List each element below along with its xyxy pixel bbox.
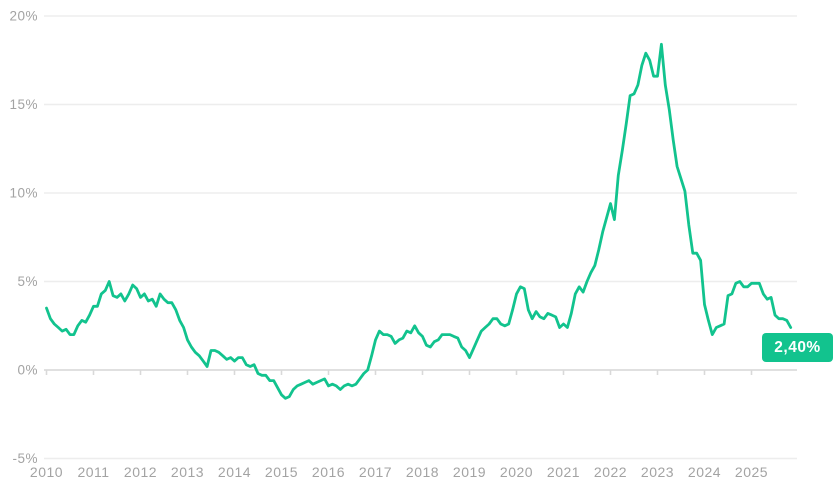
x-axis-label: 2010: [30, 464, 63, 480]
y-axis-label: 0%: [17, 363, 38, 378]
y-axis-label: -5%: [12, 451, 38, 466]
x-axis-label: 2024: [688, 464, 721, 480]
y-axis-label: 15%: [9, 97, 38, 112]
x-axis-label: 2023: [641, 464, 674, 480]
x-axis-label: 2025: [735, 464, 768, 480]
x-axis-label: 2014: [218, 464, 251, 480]
x-axis-label: 2019: [453, 464, 486, 480]
x-axis-label: 2013: [171, 464, 204, 480]
y-axis-label: 5%: [17, 274, 38, 289]
x-axis-label: 2022: [594, 464, 627, 480]
latest-value-badge: 2,40%: [762, 333, 833, 362]
x-axis-label: 2011: [77, 464, 109, 480]
y-axis-label: 20%: [9, 9, 38, 24]
x-axis-label: 2018: [406, 464, 439, 480]
x-axis-label: 2016: [312, 464, 345, 480]
y-axis-label: 10%: [9, 186, 38, 201]
inflation-line: [45, 42, 793, 400]
x-axis-label: 2021: [547, 464, 580, 480]
x-axis-label: 2012: [124, 464, 157, 480]
x-axis-label: 2015: [265, 464, 298, 480]
x-axis-label: 2020: [500, 464, 533, 480]
x-axis-label: 2017: [359, 464, 392, 480]
